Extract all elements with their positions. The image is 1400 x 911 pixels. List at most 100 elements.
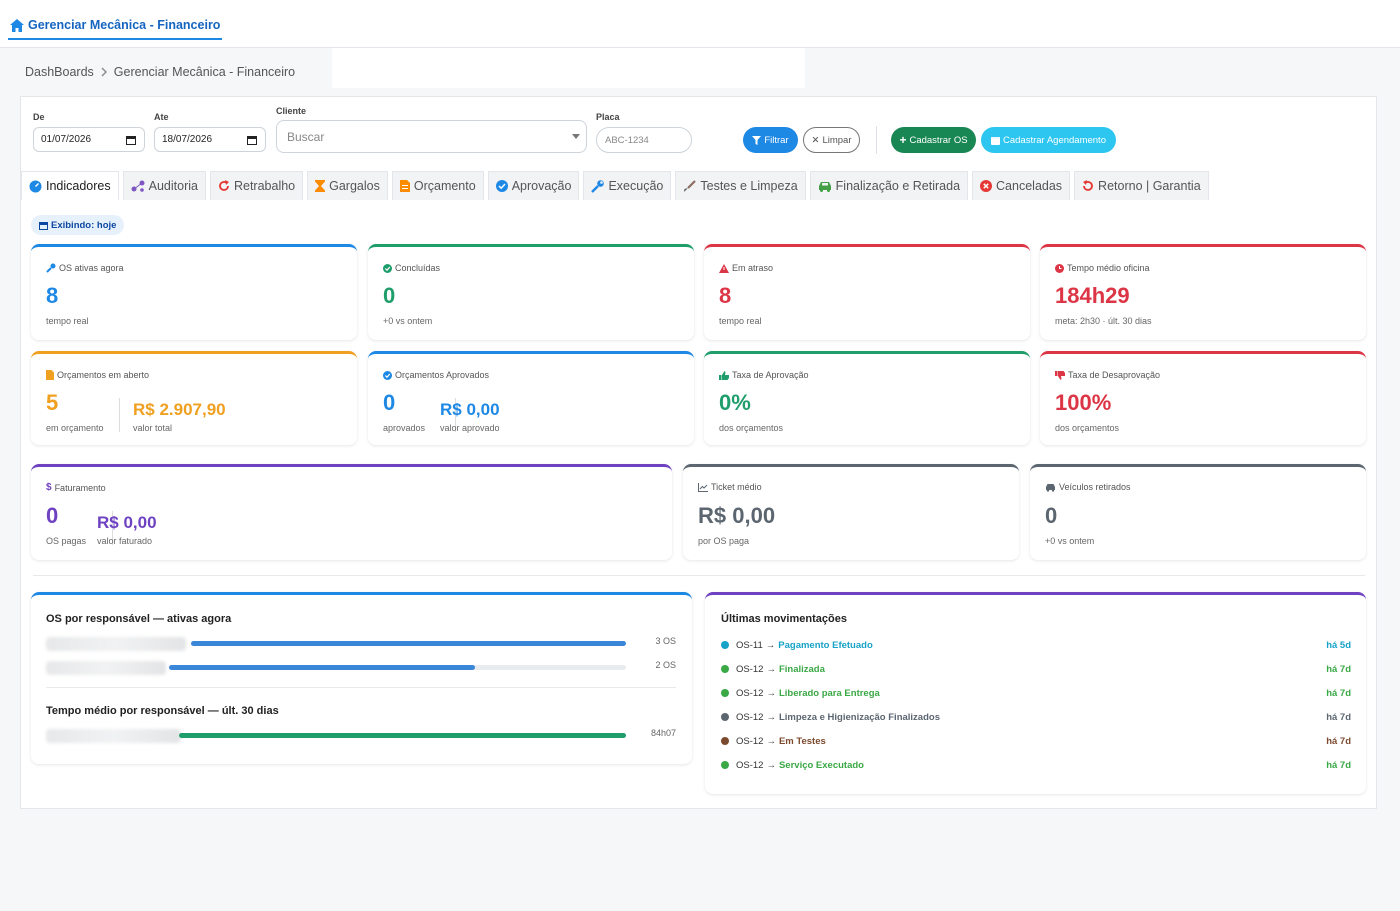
tab-retorno-garantia[interactable]: Retorno | Garantia xyxy=(1074,171,1209,200)
card-subtext: dos orçamentos xyxy=(1055,423,1120,433)
filtrar-label: Filtrar xyxy=(764,134,789,146)
exhibiting-badge: Exibindo: hoje xyxy=(31,215,125,235)
time-ago: há 7d xyxy=(1326,735,1351,747)
card-label-text: Tempo médio oficina xyxy=(1067,263,1150,273)
time-ago: há 7d xyxy=(1326,759,1351,771)
status-text[interactable]: Limpeza e Higienização Finalizados xyxy=(778,711,940,723)
tab-auditoria[interactable]: Auditoria xyxy=(122,171,206,200)
tab-testes-e-limpeza[interactable]: Testes e Limpeza xyxy=(675,171,806,200)
wrench-icon xyxy=(591,179,605,193)
card-value: 0 xyxy=(1045,503,1058,528)
app-tab[interactable]: Gerenciar Mecânica - Financeiro xyxy=(8,12,223,40)
tab-label: Testes e Limpeza xyxy=(700,179,798,193)
tab-label: Indicadores xyxy=(46,179,111,193)
movimentacao-item: OS-12 → Limpeza e Higienização Finalizados… xyxy=(721,709,1351,725)
tab-orçamento[interactable]: Orçamento xyxy=(391,171,484,200)
card-label-text: Veículos retirados xyxy=(1059,482,1131,492)
calendar-icon[interactable] xyxy=(247,135,257,145)
tab-finalização-e-retirada[interactable]: Finalização e Retirada xyxy=(809,171,969,200)
status-text[interactable]: Em Testes xyxy=(778,735,826,747)
calendar-icon xyxy=(39,221,48,230)
breadcrumb: DashBoards Gerenciar Mecânica - Financei… xyxy=(25,65,295,79)
status-text[interactable]: Serviço Executado xyxy=(778,759,864,771)
car-icon xyxy=(818,181,832,192)
card-value: 100% xyxy=(1055,390,1112,415)
card-concluidas: Concluídas 0 +0 vs ontem xyxy=(368,244,694,340)
x-circle-icon xyxy=(980,180,993,192)
calendar-icon[interactable] xyxy=(126,135,136,145)
card-taxa-desaprovacao: Taxa de Desaprovação 100% dos orçamentos xyxy=(1040,351,1366,445)
movimentacao-item: OS-11 → Pagamento Efetuado há 5d xyxy=(721,637,1351,653)
de-date-value: 01/07/2026 xyxy=(41,134,92,145)
blank-area xyxy=(332,48,805,88)
cliente-select[interactable]: Buscar xyxy=(276,120,587,153)
arrow: → xyxy=(766,735,776,747)
tab-canceladas[interactable]: Canceladas xyxy=(972,171,1071,200)
card-os-ativas: OS ativas agora 8 tempo real xyxy=(31,244,357,340)
card-label-text: Orçamentos Aprovados xyxy=(395,370,490,380)
tab-indicadores[interactable]: Indicadores xyxy=(21,171,119,200)
divider xyxy=(876,126,877,154)
status-dot xyxy=(721,737,729,745)
status-text[interactable]: Pagamento Efetuado xyxy=(778,639,873,651)
card-divider xyxy=(455,398,456,432)
filtrar-button[interactable]: Filtrar xyxy=(743,127,798,153)
status-dot xyxy=(721,761,729,769)
tab-retrabalho[interactable]: Retrabalho xyxy=(209,171,304,200)
close-icon: ✕ xyxy=(811,134,820,146)
card-taxa-aprovacao: Taxa de Aprovação 0% dos orçamentos xyxy=(704,351,1030,445)
cadastrar-os-label: Cadastrar OS xyxy=(909,134,968,146)
warning-icon xyxy=(719,263,729,273)
calendar-plus-icon xyxy=(991,136,1000,145)
tab-execução[interactable]: Execução xyxy=(583,171,672,200)
hourglass-icon xyxy=(315,180,326,192)
cadastrar-agendamento-button[interactable]: Cadastrar Agendamento xyxy=(981,127,1116,153)
tab-gargalos[interactable]: Gargalos xyxy=(307,171,388,200)
placa-input[interactable]: ABC-1234 xyxy=(596,127,692,153)
cliente-label: Cliente xyxy=(276,106,307,116)
arrow: → xyxy=(766,663,776,675)
card-label: Orçamentos em aberto xyxy=(46,370,149,380)
card-subtext: +0 vs ontem xyxy=(383,316,433,326)
breadcrumb-current: Gerenciar Mecânica - Financeiro xyxy=(113,65,296,79)
movimentacao-item: OS-12 → Liberado para Entrega há 7d xyxy=(721,685,1351,701)
tempo-bar-0 xyxy=(179,733,626,738)
tab-aprovação[interactable]: Aprovação xyxy=(487,171,580,200)
document-icon xyxy=(46,370,54,380)
caret-down-icon xyxy=(572,134,580,139)
divider xyxy=(46,687,676,688)
movimentacoes-title: Últimas movimentações xyxy=(721,613,847,625)
redo-icon xyxy=(218,180,230,192)
ate-date-input[interactable]: 18/07/2026 xyxy=(154,127,266,152)
status-text[interactable]: Liberado para Entrega xyxy=(778,687,880,699)
card-label: Taxa de Aprovação xyxy=(719,370,809,380)
document-icon xyxy=(399,180,410,192)
card-subtext: tempo real xyxy=(46,316,89,326)
card-value: 0 xyxy=(383,283,396,308)
tempo-title: Tempo médio por responsável — últ. 30 di… xyxy=(46,705,279,717)
check-circle-icon xyxy=(383,263,392,273)
tab-label: Orçamento xyxy=(413,179,476,193)
tempo-bar-fill xyxy=(179,733,626,738)
arrow: → xyxy=(765,639,776,651)
placa-placeholder: ABC-1234 xyxy=(605,134,649,146)
card-tempo-medio: Tempo médio oficina 184h29 meta: 2h30 · úl… xyxy=(1040,244,1366,340)
limpar-button[interactable]: ✕ Limpar xyxy=(803,127,860,153)
card-label-text: Taxa de Aprovação xyxy=(732,370,809,380)
cadastrar-os-button[interactable]: + Cadastrar OS xyxy=(891,127,976,153)
card-subtext: tempo real xyxy=(719,316,762,326)
status-text[interactable]: Finalizada xyxy=(778,663,825,675)
card-label: OS ativas agora xyxy=(46,263,124,273)
card-subtext-secondary: valor aprovado xyxy=(440,423,500,433)
card-value: 8 xyxy=(46,283,59,308)
tab-label: Gargalos xyxy=(329,179,380,193)
card-subtext: em orçamento xyxy=(46,423,104,433)
os-number: OS-11 xyxy=(736,639,763,651)
breadcrumb-root[interactable]: DashBoards xyxy=(25,65,94,79)
card-subtext: OS pagas xyxy=(46,536,87,546)
placa-label: Placa xyxy=(596,112,620,122)
tab-label: Aprovação xyxy=(511,179,572,193)
de-date-input[interactable]: 01/07/2026 xyxy=(33,127,145,152)
movimentacao-item: OS-12 → Serviço Executado há 7d xyxy=(721,757,1351,773)
card-subtext: dos orçamentos xyxy=(719,423,784,433)
